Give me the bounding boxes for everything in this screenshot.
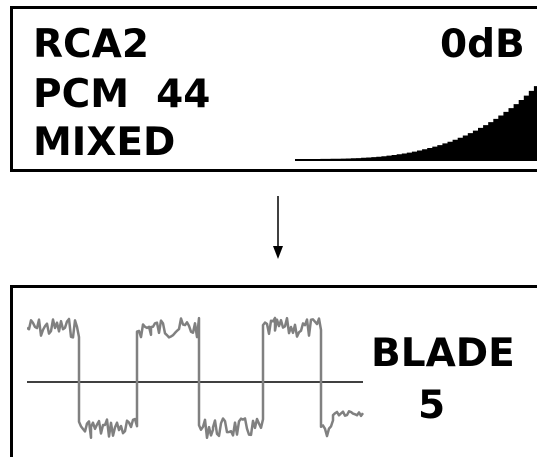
waveform-trace: [27, 316, 365, 440]
volume-level-label: 0dB: [440, 22, 525, 67]
volume-ramp-shape: [295, 86, 537, 161]
input-source-label: RCA2: [33, 22, 149, 67]
down-arrow-icon: [273, 196, 283, 259]
audio-format-label: PCM 44: [33, 72, 211, 117]
mix-mode-label: MIXED: [33, 120, 176, 165]
volume-ramp-icon: [295, 86, 537, 161]
effect-lcd-screen: BLADE 5: [10, 285, 537, 457]
status-lcd-screen: RCA2 PCM 44 MIXED 0dB: [10, 6, 537, 172]
effect-name-label: BLADE: [371, 331, 515, 376]
waveform-icon: [27, 316, 365, 440]
effect-value-label: 5: [418, 383, 446, 428]
